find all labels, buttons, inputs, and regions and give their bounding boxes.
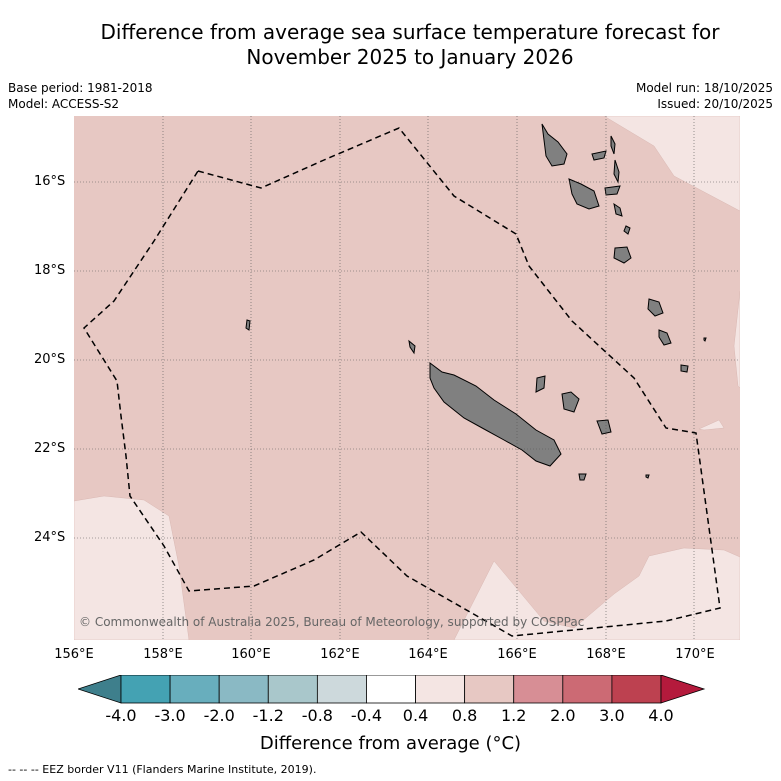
vanuatu-efate <box>613 246 632 264</box>
colorbar-bin <box>611 675 662 704</box>
sst-anomaly-map: © Commonwealth of Australia 2025, Bureau… <box>74 116 740 640</box>
vanuatu-epi <box>613 202 623 217</box>
title-line-1: Difference from average sea surface temp… <box>100 20 720 44</box>
colorbar-tick-label: 1.2 <box>500 706 527 725</box>
vanuatu-tanna <box>658 329 672 346</box>
lat-label-24s: 24°S <box>34 530 66 545</box>
colorbar <box>78 675 706 704</box>
anomaly-region-0.4-0.8-south <box>453 547 740 640</box>
lon-label-170e: 170°E <box>675 647 715 662</box>
colorbar-bin <box>366 675 416 704</box>
anomaly-region-0.4-0.8-northeast <box>603 116 740 212</box>
anomaly-region-0.4-0.8-east-spot <box>698 419 725 431</box>
title-line-2: November 2025 to January 2026 <box>246 45 574 69</box>
lon-label-158e: 158°E <box>143 647 183 662</box>
colorbar-bin <box>513 675 564 704</box>
colorbar-tick-label: 3.0 <box>599 706 625 725</box>
mare <box>596 419 612 435</box>
lat-label-20s: 20°S <box>34 352 66 367</box>
anomaly-region-0.8-1.2 <box>74 116 740 640</box>
colorbar-bin <box>316 675 367 704</box>
chesterfield-islet <box>245 319 251 331</box>
vanuatu-erromango <box>647 298 664 317</box>
lat-label-16s: 16°S <box>34 174 66 189</box>
issued-date: Issued: 20/10/2025 <box>657 97 773 111</box>
chart-title: Difference from average sea surface temp… <box>40 20 780 70</box>
colorbar-tick-label: 4.0 <box>648 706 674 725</box>
colorbar-tick-label: -0.8 <box>301 706 333 725</box>
colorbar-bin <box>562 675 613 704</box>
lat-label-22s: 22°S <box>34 441 66 456</box>
colorbar-tick-label: -2.0 <box>203 706 235 725</box>
vanuatu-malekula <box>568 178 600 210</box>
lon-label-164e: 164°E <box>408 647 448 662</box>
colorbar-over-arrow <box>660 675 706 704</box>
anomaly-region-0.4-0.8-east <box>733 290 740 389</box>
colorbar-bin <box>218 675 269 704</box>
eez-border <box>83 127 721 637</box>
matthew-islet <box>703 337 707 342</box>
vanuatu-malo <box>591 150 607 161</box>
meta-left: Base period: 1981-2018 Model: ACCESS-S2 <box>8 80 153 112</box>
vanuatu-espiritu-santo <box>541 123 568 167</box>
colorbar-bin <box>267 675 318 704</box>
ouvea <box>535 375 546 393</box>
eez-legend-note: -- -- -- EEZ border V11 (Flanders Marine… <box>8 763 317 776</box>
colorbar-bin <box>415 675 466 704</box>
colorbar-tick-label: 0.4 <box>402 706 429 725</box>
colorbar-tick-label: -1.2 <box>252 706 284 725</box>
vanuatu-ambrym <box>604 185 621 196</box>
lon-label-156e: 156°E <box>54 647 94 662</box>
graticule <box>74 116 740 640</box>
copyright-notice: © Commonwealth of Australia 2025, Bureau… <box>79 615 584 629</box>
new-caledonia-grande-terre <box>429 362 562 467</box>
meta-right: Model run: 18/10/2025 Issued: 20/10/2025 <box>636 80 773 112</box>
colorbar-tick-label: -3.0 <box>154 706 186 725</box>
colorbar-bin <box>120 675 171 704</box>
vanuatu-shepherd <box>623 225 631 235</box>
lifou <box>561 391 580 413</box>
lon-label-160e: 160°E <box>231 647 271 662</box>
colorbar-bin <box>464 675 515 704</box>
lon-label-168e: 168°E <box>586 647 626 662</box>
colorbar-title: Difference from average (°C) <box>259 733 522 754</box>
lon-label-166e: 166°E <box>497 647 537 662</box>
colorbar-tick-label: 2.0 <box>550 706 576 725</box>
lat-label-18s: 18°S <box>34 263 66 278</box>
lon-label-162e: 162°E <box>320 647 360 662</box>
model-run: Model run: 18/10/2025 <box>635 81 773 95</box>
walpole-islet <box>645 474 650 479</box>
vanuatu-maewo <box>610 135 616 155</box>
colorbar-bins <box>120 675 662 704</box>
colorbar-bin <box>169 675 220 704</box>
colorbar-tick-label: 0.8 <box>451 706 478 725</box>
land-masses <box>245 123 707 481</box>
colorbar-tick-label: -4.0 <box>105 706 137 725</box>
colorbar-tick-label: -0.4 <box>350 706 383 725</box>
model-name: Model: ACCESS-S2 <box>8 97 120 111</box>
base-period: Base period: 1981-2018 <box>8 81 153 95</box>
anomaly-region-0.4-0.8-southwest <box>74 495 190 640</box>
vanuatu-aneityum <box>680 364 689 373</box>
colorbar-under-arrow <box>78 675 122 704</box>
belep-islands <box>408 339 416 355</box>
isle-of-pines <box>578 473 587 481</box>
